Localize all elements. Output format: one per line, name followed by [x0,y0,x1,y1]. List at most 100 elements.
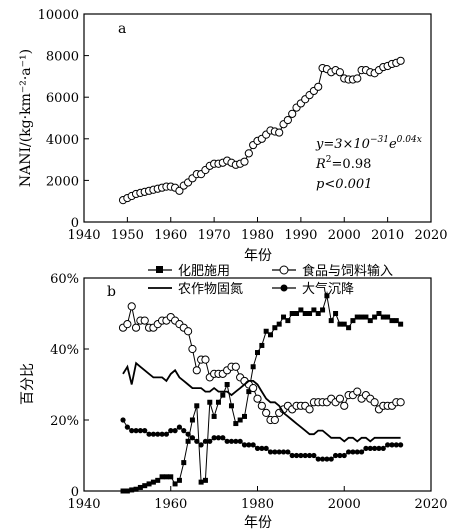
fertilizer-data-point [363,314,369,320]
deposition-data-point [168,428,174,434]
deposition-data-point [142,428,148,434]
fertilizer-data-point [150,479,156,485]
food-feed-data-point [201,355,210,364]
fertilizer-data-point [302,311,308,316]
fertilizer-data-point [328,318,334,324]
fertilizer-data-point [276,321,282,327]
panel-b-data [118,293,405,494]
legend-marker-food-feed [279,265,289,275]
fertilizer-data-point [194,403,200,409]
panel-b: b 百分比 年份 1940 1960 1980 2000 2020 0 20% 40% 60%… [20,263,448,531]
fertilizer-data-point [155,477,161,483]
fertilizer-data-point [263,328,269,334]
food-feed-data-point [335,394,345,403]
fertilizer-data-point [389,318,395,324]
deposition-data-point [267,449,274,455]
nani-data-point [283,115,292,125]
food-feed-data-point [140,316,149,325]
panel-a: a NANI/(kg·km⁻²·a⁻¹) 年份 1940 1950 1960 1970… [18,8,448,264]
fertilizer-data-point [385,314,391,320]
panel-a-x-tick-label: 2000 [328,228,361,243]
panel-a-x-tick-label: 1950 [111,228,144,243]
panel-b-xlabel: 年份 [244,515,272,531]
food-feed-data-point [253,394,262,403]
deposition-data-point [272,449,278,455]
deposition-data-point [311,452,317,459]
food-feed-data-point [184,327,193,336]
deposition-data-point [332,452,339,459]
fertilizer-data-point [228,403,234,409]
panel-a-x-tick-label: 1940 [67,228,100,243]
food-feed-data-point [340,401,349,410]
deposition-data-point [124,424,130,430]
fertilizer-data-point [129,487,135,493]
deposition-data-point [337,452,343,459]
deposition-data-point [285,449,291,455]
panel-b-y-tick-label: 20% [50,414,79,429]
nani-data-point [175,186,184,195]
nani-data-point [335,68,345,77]
fertilizer-data-point [250,364,256,370]
deposition-data-point [280,449,287,455]
deposition-data-point [155,431,161,437]
deposition-data-point [306,452,313,459]
panel-a-x-ticks: 1940 1950 1960 1970 1980 1990 2000 2010 2020 [67,217,448,243]
deposition-data-point [263,445,269,451]
legend-item-crop-fixation: 农作物固氮 [148,282,243,297]
fertilizer-data-point [176,477,182,483]
fertilizer-data-point [163,474,169,480]
legend-label-deposition: 大气沉降 [302,281,354,297]
equation-prefix: y=3×10 [315,137,370,152]
legend-label-crop-fixation: 农作物固氮 [178,282,243,297]
r2-value: =0.98 [332,157,372,172]
deposition-data-point [298,452,304,459]
deposition-data-point [359,449,365,455]
deposition-data-point [228,438,235,444]
food-feed-data-point [131,323,141,332]
equation-exp-2: 0.04x [397,135,422,145]
panel-b-x-ticks: 1940 1960 1980 2000 2020 [67,486,448,512]
fertilizer-data-point [142,483,148,489]
fertilizer-data-point [146,481,152,487]
nani-data-point [288,109,297,118]
fertilizer-data-point [224,382,230,387]
deposition-data-point [189,435,196,441]
deposition-data-point [293,452,300,459]
deposition-data-point [259,445,265,451]
panel-a-y-tick-label: 8000 [46,50,79,65]
deposition-data-point [215,435,222,441]
equation-line-1: y=3×10−31e0.04x [315,135,422,152]
food-feed-data-point [192,366,201,375]
fertilizer-data-point [215,399,221,405]
panel-b-x-tick-label: 1960 [154,497,187,512]
legend-label-food-feed: 食品与饲料输入 [302,263,393,279]
deposition-data-point [398,442,404,448]
legend-label-fertilizer: 化肥施用 [178,264,230,279]
deposition-data-point [237,438,243,444]
legend-item-food-feed: 食品与饲料输入 [272,263,393,279]
panel-b-y-tick-label: 60% [50,272,79,287]
deposition-data-point [385,442,391,448]
panel-a-data [118,56,405,205]
deposition-data-point [146,431,152,437]
fertilizer-data-point [198,479,204,485]
legend: 化肥施用 食品与饲料输入 农作物固氮 大气沉降 [148,263,393,297]
deposition-data-point [246,442,252,448]
panel-a-x-tick-label: 1960 [154,228,187,243]
equation-exp-1: −31 [370,135,389,145]
panel-a-x-tick-label: 1970 [198,228,231,243]
deposition-data-point [302,452,308,459]
fertilizer-data-point [237,417,243,423]
panel-a-y-tick-label: 10000 [38,8,79,23]
fertilizer-data-point [398,321,404,327]
deposition-data-point [389,442,395,448]
fertilizer-data-point [202,477,208,483]
deposition-data-point [133,428,139,434]
deposition-data-point [354,449,360,455]
fertilizer-data-point [246,389,252,395]
panel-a-x-tick-label: 2020 [414,228,447,243]
deposition-data-point [150,431,156,437]
fertilizer-data-point [189,417,195,423]
deposition-data-point [159,431,165,437]
panel-b-x-tick-label: 2000 [328,497,361,512]
